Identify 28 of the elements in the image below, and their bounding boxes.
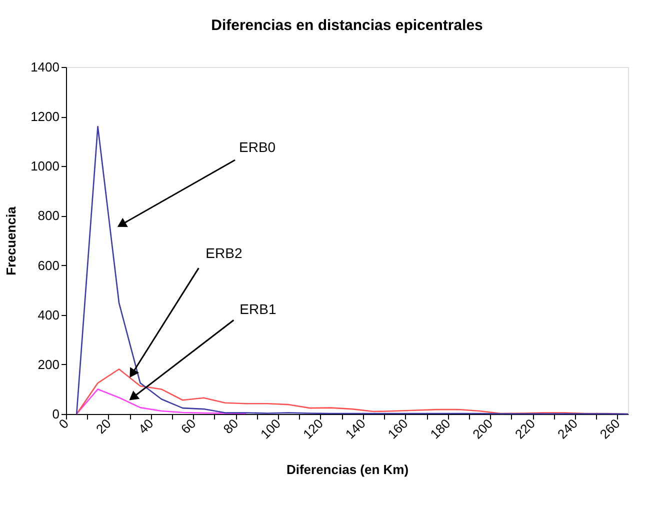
x-tick-label: 240 xyxy=(554,416,580,442)
x-tick-label: 100 xyxy=(258,416,284,442)
x-axis-title: Diferencias (en Km) xyxy=(286,462,409,477)
x-tick-label: 20 xyxy=(93,416,114,437)
x-tick-label: 180 xyxy=(427,416,454,442)
annotation: ERB0 xyxy=(239,139,276,155)
x-tick-label: 120 xyxy=(300,416,326,442)
y-tick-label: 400 xyxy=(38,307,60,322)
y-tick-label: 1000 xyxy=(30,158,60,174)
x-tick-label: 80 xyxy=(220,416,242,437)
annotation: ERB2 xyxy=(206,245,242,262)
y-tick-label: 200 xyxy=(38,356,60,372)
x-tick-label: 200 xyxy=(470,416,496,442)
chart-title: Diferencias en distancias epicentrales xyxy=(211,17,483,34)
y-tick-label: 800 xyxy=(38,208,60,224)
line-series xyxy=(76,126,629,415)
line-series xyxy=(76,388,247,415)
y-tick-label: 1200 xyxy=(30,109,60,124)
x-tick-label: 40 xyxy=(135,416,156,437)
y-tick-label: 600 xyxy=(38,258,60,273)
x-tick-label: 220 xyxy=(512,416,538,442)
annotation: ERB1 xyxy=(240,301,276,318)
y-axis-title: Frecuencia xyxy=(4,206,19,276)
x-tick-label: 140 xyxy=(342,416,368,442)
x-tick-label: 260 xyxy=(596,416,623,442)
x-tick-label: 60 xyxy=(178,416,199,437)
x-tick-label: 160 xyxy=(384,416,411,442)
y-tick-label: 1400 xyxy=(30,60,60,74)
